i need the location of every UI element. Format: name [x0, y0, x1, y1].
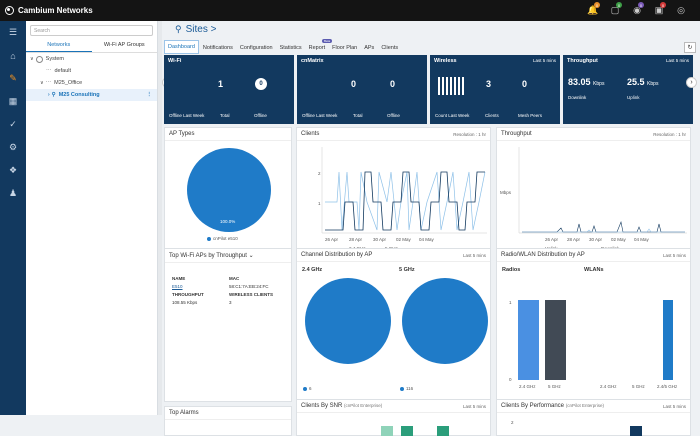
- svg-text:02 May: 02 May: [396, 237, 412, 242]
- ap-name-link[interactable]: E510: [172, 284, 183, 289]
- home-icon[interactable]: ⌂: [10, 50, 16, 61]
- network-icon: ⋯: [45, 80, 52, 86]
- snr-bar-chart[interactable]: [297, 414, 492, 436]
- radio-wlan-bar-chart[interactable]: 1 0 2.4 GHz 5 GHz 2.4 GHz 5 GHz 2.4/5 GH…: [497, 289, 692, 401]
- svg-text:30 Apr: 30 Apr: [373, 237, 387, 242]
- left-navigation: ☰ ⌂ ✎ ▦ ✓ ⚙ ❖ ♟: [0, 21, 26, 415]
- svg-text:30 Apr: 30 Apr: [589, 237, 603, 242]
- network-icon: ⋯: [46, 68, 52, 74]
- tile-wifi[interactable]: Wi-Fi 1 0 Offline Last Week Total Offlin…: [164, 55, 294, 124]
- card-channel-distribution: Channel Distribution by AP Last 5 mins 2.…: [296, 248, 491, 402]
- network-tree-panel: Search Networks Wi-Fi AP Groups ∨ System …: [26, 21, 158, 415]
- tab-statistics[interactable]: Statistics: [279, 45, 302, 51]
- brand[interactable]: Cambium Networks: [5, 6, 93, 15]
- bar-wlans-245[interactable]: [663, 300, 673, 380]
- svg-text:1: 1: [318, 201, 321, 206]
- sparkline-bars: [438, 77, 464, 95]
- events-icon[interactable]: ▢ 0: [610, 2, 622, 15]
- card-ap-types: AP Types 100.0% cnPilot e510: [164, 127, 292, 255]
- svg-text:2.4 GHz: 2.4 GHz: [600, 384, 617, 389]
- channel-24-pie[interactable]: [305, 278, 391, 364]
- svg-text:5 GHz: 5 GHz: [548, 384, 562, 389]
- reports-icon[interactable]: ▦: [8, 96, 18, 106]
- updates-icon[interactable]: ◉ 0: [633, 2, 644, 15]
- card-clients-by-snr: Clients By SNR (cnPilot Enterprise) Last …: [296, 399, 491, 436]
- card-throughput: Throughput Resolution : 1 hr Mbps 26 Apr …: [496, 127, 691, 255]
- svg-text:2: 2: [511, 420, 514, 425]
- ap-types-pie[interactable]: [187, 148, 271, 232]
- tab-report[interactable]: Report Beta: [308, 39, 333, 51]
- tab-configuration[interactable]: Configuration: [239, 45, 273, 51]
- summary-tiles: ‹ Wi-Fi 1 0 Offline Last Week Total Offl…: [162, 55, 697, 124]
- svg-text:5 GHz: 5 GHz: [632, 384, 646, 389]
- brand-name: Cambium Networks: [18, 6, 93, 15]
- page-title: Sites >: [185, 24, 217, 35]
- svg-text:Mbps: Mbps: [500, 190, 512, 195]
- svg-text:1: 1: [509, 300, 512, 305]
- cambium-logo-icon: [5, 6, 14, 15]
- users-icon[interactable]: ♟: [8, 188, 18, 198]
- svg-text:04 May: 04 May: [634, 237, 650, 242]
- tile-wireless[interactable]: Wireless Last 5 mins 3 0 Count Last Week …: [430, 55, 560, 124]
- tab-aps[interactable]: APs: [364, 45, 375, 51]
- tile-cnmatrix[interactable]: cnMatrix 0 0 Offline Last Week Total Off…: [297, 55, 427, 124]
- tree-node-default[interactable]: ⋯ default: [46, 68, 72, 74]
- card-clients-by-performance: Clients By Performance (cnPilot Enterpri…: [496, 399, 691, 436]
- card-top-alarms: Top Alarms: [164, 406, 292, 436]
- bar-radios-24[interactable]: [518, 300, 539, 380]
- svg-text:02 May: 02 May: [611, 237, 627, 242]
- panel-splitter[interactable]: [158, 21, 162, 415]
- tab-dashboard[interactable]: Dashboard: [164, 40, 199, 54]
- throughput-line-chart[interactable]: Mbps 26 Apr 28 Apr 30 Apr 02 May 04 May …: [497, 142, 692, 254]
- alarm-bell-icon[interactable]: 🔔 0: [587, 2, 600, 15]
- svg-text:28 Apr: 28 Apr: [567, 237, 581, 242]
- onboard-icon[interactable]: ✓: [9, 119, 17, 129]
- main-content: ⚲ Sites > Dashboard Notifications Configu…: [162, 21, 700, 436]
- tree-node-site-selected[interactable]: › ⚲ M25 Consulting ⋮: [26, 89, 157, 101]
- globe-icon: [35, 55, 43, 63]
- scroll-right-icon[interactable]: ›: [686, 77, 697, 88]
- tab-floor-plan[interactable]: Floor Plan: [332, 45, 358, 51]
- site-icon: ⚲: [51, 92, 56, 98]
- svg-text:2.4/5 GHz: 2.4/5 GHz: [657, 384, 678, 389]
- svg-text:2: 2: [318, 171, 321, 176]
- tab-clients[interactable]: Clients: [381, 45, 399, 51]
- tree-node-office[interactable]: ∨ ⋯ M25_Office: [40, 80, 83, 86]
- tab-networks[interactable]: Networks: [26, 39, 92, 52]
- svg-text:04 May: 04 May: [419, 237, 435, 242]
- settings-icon[interactable]: ⚙: [8, 142, 18, 152]
- user-menu-icon[interactable]: ◎: [677, 5, 685, 15]
- svg-text:28 Apr: 28 Apr: [349, 237, 363, 242]
- chevron-down-icon: ⌄: [248, 253, 254, 259]
- refresh-icon[interactable]: ↻: [684, 42, 696, 53]
- top-aps-dropdown[interactable]: Top Wi-Fi APs by Throughput ⌄: [169, 253, 254, 259]
- tools-icon[interactable]: ✎: [9, 73, 17, 83]
- more-options-icon[interactable]: ⋮: [146, 92, 153, 98]
- menu-icon[interactable]: ☰: [8, 27, 18, 37]
- tile-throughput[interactable]: Throughput Last 5 mins 83.05 Kbps 25.5 Kb…: [563, 55, 693, 124]
- svg-text:2.4 GHz: 2.4 GHz: [519, 384, 536, 389]
- card-radio-wlan: Radio/WLAN Distribution by AP Last 5 mins…: [496, 248, 691, 402]
- tab-notifications[interactable]: Notifications: [202, 45, 233, 51]
- tree-node-system[interactable]: ∨ System: [30, 55, 65, 63]
- site-icon: ⚲: [175, 24, 182, 34]
- svg-text:26 Apr: 26 Apr: [545, 237, 559, 242]
- performance-bar-chart[interactable]: 2: [497, 414, 692, 436]
- top-bar: Cambium Networks 🔔 0 ▢ 0 ◉ 0 ▣ 0 ◎: [0, 0, 700, 21]
- search-input[interactable]: Search: [30, 25, 153, 36]
- clients-line-chart[interactable]: 21 26 Apr 28 Apr 30 Apr 02 May 04 May 2.…: [297, 142, 492, 254]
- tab-wifi-ap-groups[interactable]: Wi-Fi AP Groups: [103, 42, 145, 48]
- apps-icon[interactable]: ❖: [8, 165, 18, 175]
- channel-5-pie[interactable]: [402, 278, 488, 364]
- svg-text:26 Apr: 26 Apr: [325, 237, 339, 242]
- svg-text:0: 0: [509, 377, 512, 382]
- card-top-aps: Top Wi-Fi APs by Throughput ⌄ NAME MAC E…: [164, 248, 292, 402]
- dashboard-tabs: Dashboard Notifications Configuration St…: [164, 39, 402, 54]
- gift-icon[interactable]: ▣ 0: [654, 2, 666, 15]
- bar-radios-5[interactable]: [545, 300, 566, 380]
- beta-badge: Beta: [321, 39, 333, 43]
